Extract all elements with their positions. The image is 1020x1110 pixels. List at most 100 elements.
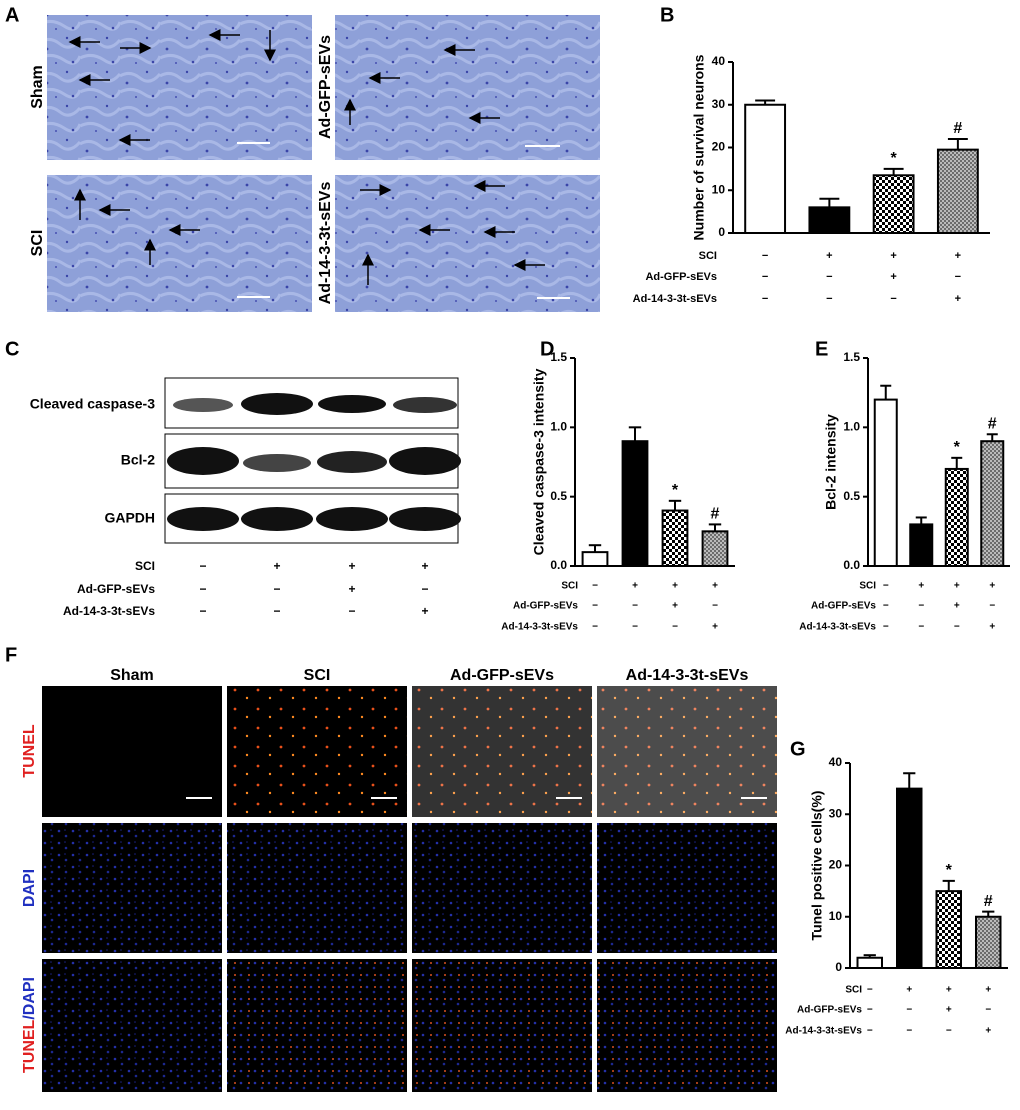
condition-mark: −: [890, 293, 896, 305]
fluorescence-f: [42, 686, 777, 1092]
panel-label: E: [815, 338, 828, 360]
condition-mark: −: [632, 601, 638, 612]
significance-mark: *: [672, 482, 679, 499]
y-tick-label: 30: [829, 806, 843, 820]
micrograph: [227, 959, 407, 1092]
row-label: TUNEL: [21, 724, 38, 778]
y-tick-label: 1.0: [550, 420, 567, 434]
condition-mark: +: [348, 559, 355, 573]
y-axis-label: Number of survival neurons: [691, 54, 707, 240]
condition-mark: −: [826, 271, 832, 283]
panel-label: A: [5, 4, 19, 26]
condition-mark: +: [954, 581, 960, 592]
bar: [873, 398, 898, 567]
significance-mark: #: [711, 506, 720, 523]
condition-mark: +: [954, 601, 960, 612]
bar: [856, 956, 883, 969]
y-tick-label: 0.5: [843, 489, 860, 503]
micrograph: [42, 686, 222, 817]
condition-mark: −: [955, 271, 961, 283]
condition-mark: −: [199, 582, 206, 596]
bar: [661, 509, 689, 567]
condition-mark: −: [989, 601, 995, 612]
y-tick-label: 1.0: [843, 420, 860, 434]
condition-label: SCI: [135, 559, 155, 573]
micrograph: [597, 959, 777, 1092]
micrograph: [412, 823, 592, 953]
bar: [944, 467, 969, 567]
condition-mark: +: [946, 1005, 952, 1016]
y-axis-label: Bcl-2 intensity: [823, 414, 839, 510]
arrows: [68, 29, 545, 285]
condition-mark: −: [883, 581, 889, 592]
panel-label: D: [540, 338, 554, 360]
bar: [975, 915, 1002, 969]
condition-mark: +: [989, 581, 995, 592]
y-tick-label: 40: [829, 755, 843, 769]
condition-mark: −: [985, 1005, 991, 1016]
band-label: GAPDH: [104, 510, 155, 526]
condition-mark: −: [712, 601, 718, 612]
condition-label: Ad-14-3-3t-sEVs: [501, 622, 578, 633]
micrograph: [412, 959, 592, 1092]
bands: [167, 393, 461, 531]
y-tick-label: 10: [829, 909, 843, 923]
condition-label: Ad-14-3-3t-sEVs: [785, 1026, 862, 1037]
condition-mark: +: [918, 581, 924, 592]
condition-mark: −: [883, 601, 889, 612]
condition-mark: −: [592, 622, 598, 633]
condition-mark: −: [592, 581, 598, 592]
row-label: Sham: [29, 65, 46, 109]
micrograph: [227, 823, 407, 953]
y-tick-label: 1.5: [843, 350, 860, 364]
micrograph: [597, 823, 777, 953]
band-label: Cleaved caspase-3: [30, 396, 156, 412]
bar: [935, 890, 962, 969]
micrograph: [42, 823, 222, 953]
condition-mark: +: [421, 559, 428, 573]
condition-mark: −: [826, 293, 832, 305]
condition-mark: −: [867, 1026, 873, 1037]
y-tick-label: 20: [829, 858, 843, 872]
bar: [896, 787, 923, 969]
panel-label: F: [5, 644, 17, 666]
micrograph: [412, 686, 592, 817]
condition-mark: +: [712, 581, 718, 592]
condition-mark: −: [954, 622, 960, 633]
column-label: Ad-GFP-sEVs: [450, 667, 554, 684]
row-label-part: TUNEL: [21, 1019, 38, 1073]
row-label: DAPI: [21, 869, 38, 907]
bar: [744, 103, 787, 234]
condition-mark: +: [989, 622, 995, 633]
condition-mark: +: [672, 581, 678, 592]
scale-bars: [237, 142, 570, 299]
condition-label: Ad-GFP-sEVs: [645, 271, 717, 283]
y-tick-label: 0.0: [843, 558, 860, 572]
y-axis-label: Cleaved caspase-3 intensity: [531, 368, 547, 555]
condition-mark: −: [762, 250, 768, 262]
condition-mark: −: [199, 604, 206, 618]
condition-label: Ad-GFP-sEVs: [811, 601, 876, 612]
micrographs-a: [47, 15, 600, 312]
condition-label: SCI: [845, 985, 862, 996]
significance-mark: #: [953, 120, 962, 137]
y-tick-label: 0: [718, 225, 725, 239]
significance-mark: *: [891, 150, 898, 167]
micrograph: [47, 15, 312, 160]
condition-mark: −: [199, 559, 206, 573]
panel-label: B: [660, 4, 674, 26]
condition-mark: +: [826, 250, 832, 262]
y-tick-label: 0.0: [550, 558, 567, 572]
condition-mark: +: [712, 622, 718, 633]
condition-label: Ad-14-3-3t-sEVs: [63, 604, 155, 618]
significance-mark: *: [946, 862, 953, 879]
y-tick-label: 20: [712, 140, 726, 154]
y-axis-label: Tunel positive cells(%): [809, 791, 825, 941]
condition-mark: +: [672, 601, 678, 612]
y-tick-label: 10: [712, 182, 726, 196]
panel-label: C: [5, 338, 19, 360]
bar: [909, 523, 934, 568]
micrograph: [42, 959, 222, 1092]
condition-label: Ad-14-3-3t-sEVs: [633, 293, 717, 305]
